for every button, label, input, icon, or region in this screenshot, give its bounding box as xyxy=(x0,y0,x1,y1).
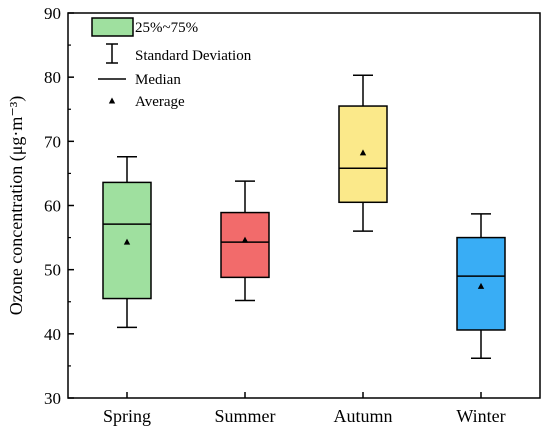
iqr-box xyxy=(220,211,270,279)
y-tick-label: 30 xyxy=(44,389,61,408)
y-tick-label: 60 xyxy=(44,197,61,216)
mean-marker xyxy=(477,282,485,289)
y-tick-label: 90 xyxy=(44,4,61,23)
legend-label: Standard Deviation xyxy=(135,48,252,64)
box-spring xyxy=(102,155,152,329)
mean-marker xyxy=(123,238,131,245)
legend-label: Average xyxy=(135,94,185,110)
y-tick-label: 50 xyxy=(44,261,61,280)
mean-marker xyxy=(241,236,249,243)
y-tick-label: 80 xyxy=(44,68,61,87)
legend: 25%~75% Standard Deviation Median Average xyxy=(91,17,252,110)
legend-mean-swatch xyxy=(108,97,116,104)
box-series xyxy=(102,74,506,359)
plot-frame xyxy=(67,12,541,399)
legend-box-swatch xyxy=(91,17,134,37)
y-axis-title: Ozone concentration (μg·m⁻³) xyxy=(6,96,27,315)
legend-label: 25%~75% xyxy=(135,20,198,36)
x-category-label: Autumn xyxy=(333,406,392,426)
mean-marker xyxy=(359,149,367,156)
x-category-label: Spring xyxy=(103,406,151,426)
box-summer xyxy=(220,180,270,302)
box-autumn xyxy=(338,74,388,232)
x-axis-category-labels: Spring Summer Autumn Winter xyxy=(103,406,506,426)
y-tick-label: 70 xyxy=(44,132,61,151)
x-category-label: Summer xyxy=(215,406,276,426)
x-category-label: Winter xyxy=(456,406,505,426)
box-winter xyxy=(456,213,506,359)
y-tick-label: 40 xyxy=(44,325,61,344)
iqr-box xyxy=(102,181,152,300)
legend-label: Median xyxy=(135,72,181,88)
y-axis-label: Ozone concentration (μg·m⁻³) xyxy=(6,96,27,315)
